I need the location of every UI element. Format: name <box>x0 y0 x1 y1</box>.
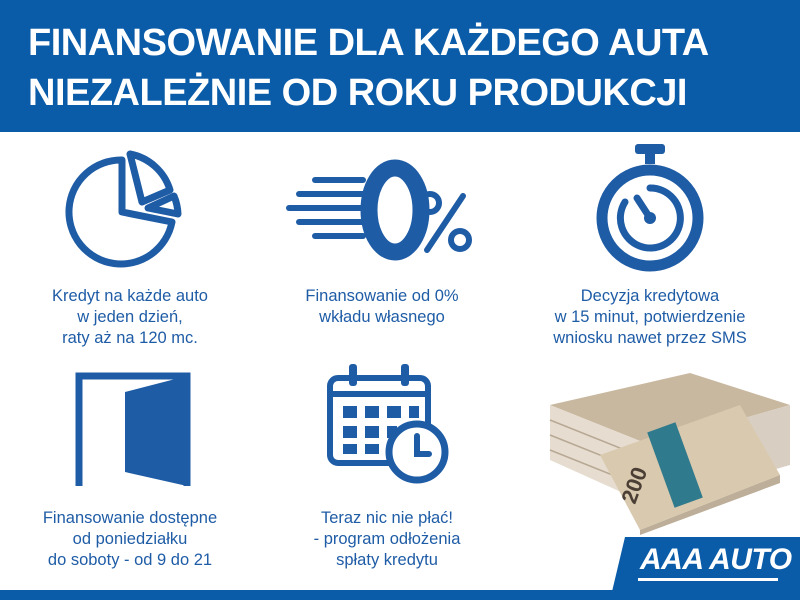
aaa-auto-logo: AAA AUTO <box>640 543 792 576</box>
logo-background <box>610 537 800 600</box>
bottom-bar <box>0 590 800 600</box>
caption-line: w jeden dzień, <box>77 308 183 326</box>
caption-line: od poniedziałku <box>72 530 188 548</box>
open-door-icon <box>75 372 191 486</box>
caption-line: Decyzja kredytowa <box>580 287 720 305</box>
caption-line: wkładu własnego <box>319 308 445 326</box>
headline-line-1: FINANSOWANIE DLA KAŻDEGO AUTA <box>28 22 709 64</box>
caption-line: Teraz nic nie płać! <box>320 509 454 527</box>
caption-line: wniosku nawet przez SMS <box>553 329 747 347</box>
feature-caption-credit: Kredyt na każde auto w jeden dzień, raty… <box>0 286 260 349</box>
caption-line: Kredyt na każde auto <box>52 287 208 305</box>
feature-caption-decision: Decyzja kredytowa w 15 minut, potwierdze… <box>520 286 780 349</box>
caption-line: Finansowanie od 0% <box>305 287 459 305</box>
headline-line-2: NIEZALEŻNIE OD ROKU PRODUKCJI <box>28 72 687 114</box>
feature-caption-zero-percent: Finansowanie od 0% wkładu własnego <box>252 286 512 328</box>
caption-line: w 15 minut, potwierdzenie <box>554 308 746 326</box>
zero-percent-icon <box>286 159 472 261</box>
caption-line: do soboty - od 9 do 21 <box>47 551 213 569</box>
header-banner: FINANSOWANIE DLA KAŻDEGO AUTA NIEZALEŻNI… <box>0 0 800 132</box>
caption-line: Finansowanie dostępne <box>42 509 218 527</box>
logo-underline <box>638 578 778 581</box>
calendar-clock-icon <box>327 364 449 484</box>
caption-line: spłaty kredytu <box>336 551 438 569</box>
feature-caption-hours: Finansowanie dostępne od poniedziałku do… <box>0 508 260 571</box>
caption-line: raty aż na 120 mc. <box>62 329 198 347</box>
feature-caption-pay-later: Teraz nic nie płać! - program odłożenia … <box>257 508 517 571</box>
stopwatch-icon <box>596 144 704 272</box>
banknotes-icon: 200 <box>549 373 790 535</box>
pie-chart-icon <box>65 150 182 268</box>
caption-line: - program odłożenia <box>313 530 461 548</box>
